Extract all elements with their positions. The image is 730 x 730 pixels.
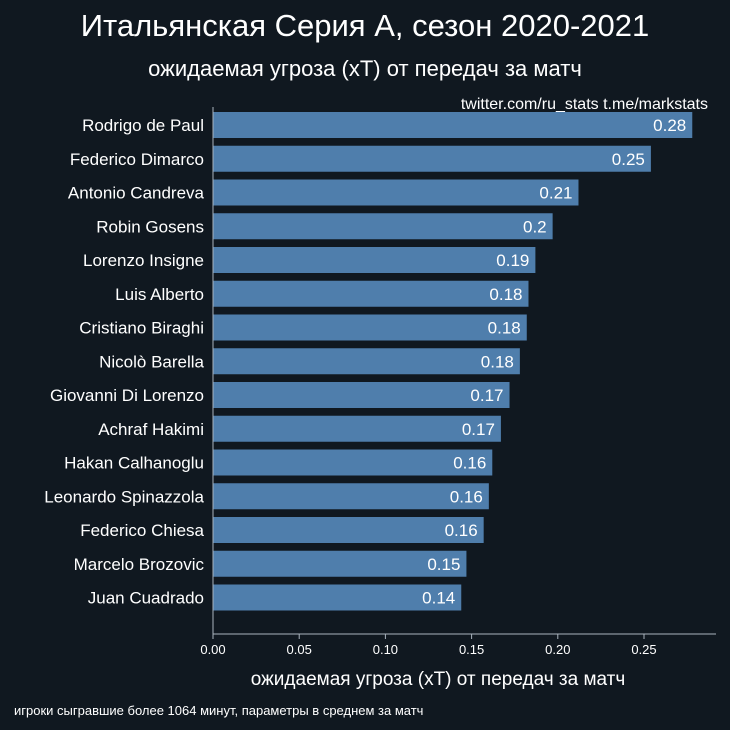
- bar: [213, 584, 462, 611]
- bar: [213, 213, 553, 240]
- chart-subtitle: ожидаемая угроза (xT) от передач за матч: [148, 56, 582, 81]
- bar: [213, 112, 693, 138]
- bar: [213, 280, 529, 307]
- value-label: 0.21: [539, 184, 572, 203]
- value-label: 0.16: [453, 454, 486, 473]
- x-tick-label: 0.05: [287, 642, 312, 657]
- value-label: 0.16: [445, 521, 478, 540]
- category-label: Leonardo Spinazzola: [44, 487, 204, 506]
- bar: [213, 179, 579, 206]
- bar: [213, 449, 493, 476]
- x-axis: 0.00 0.05 0.10 0.15 0.20 0.25: [200, 107, 716, 657]
- bar: [213, 517, 484, 543]
- value-label: 0.18: [489, 285, 522, 304]
- chart-title: Итальянская Серия А, сезон 2020-2021: [81, 8, 650, 43]
- category-label: Nicolò Barella: [99, 352, 204, 371]
- category-label: Federico Chiesa: [80, 521, 204, 540]
- value-label: 0.17: [470, 386, 503, 405]
- value-label: 0.18: [481, 352, 514, 371]
- category-label: Giovanni Di Lorenzo: [50, 386, 204, 405]
- value-label: 0.18: [488, 319, 521, 338]
- value-label: 0.19: [496, 251, 529, 270]
- bar: [213, 550, 467, 577]
- x-tick-label: 0.25: [631, 642, 656, 657]
- value-label: 0.14: [422, 589, 455, 608]
- footnote: игроки сыгравшие более 1064 минут, парам…: [14, 703, 423, 718]
- value-label: 0.15: [427, 555, 460, 574]
- category-label: Luis Alberto: [115, 285, 204, 304]
- watermark: twitter.com/ru_stats t.me/markstats: [461, 96, 708, 113]
- bars-group: Rodrigo de Paul 0.28 Federico Dimarco 0.25 A…: [44, 112, 693, 611]
- category-label: Juan Cuadrado: [88, 589, 204, 608]
- bar: [213, 314, 527, 341]
- category-label: Rodrigo de Paul: [82, 116, 204, 135]
- category-label: Lorenzo Insigne: [83, 251, 204, 270]
- category-label: Achraf Hakimi: [98, 420, 204, 439]
- bar: [213, 348, 520, 375]
- x-axis-label: ожидаемая угроза (xT) от передач за матч: [251, 669, 626, 690]
- bar: [213, 483, 489, 510]
- value-label: 0.2: [523, 217, 547, 236]
- bar: [213, 145, 651, 172]
- value-label: 0.25: [612, 150, 645, 169]
- value-label: 0.17: [462, 420, 495, 439]
- x-tick-label: 0.10: [373, 642, 398, 657]
- category-label: Marcelo Brozovic: [74, 555, 205, 574]
- value-label: 0.28: [653, 116, 686, 135]
- bar: [213, 247, 536, 273]
- category-label: Antonio Candreva: [68, 184, 205, 203]
- x-tick-label: 0.20: [545, 642, 570, 657]
- category-label: Hakan Calhanoglu: [64, 454, 204, 473]
- category-label: Robin Gosens: [96, 217, 204, 236]
- category-label: Cristiano Biraghi: [79, 319, 204, 338]
- x-tick-label: 0.15: [459, 642, 484, 657]
- value-label: 0.16: [450, 487, 483, 506]
- bar: [213, 382, 510, 408]
- bar: [213, 415, 501, 442]
- x-tick-label: 0.00: [200, 642, 225, 657]
- category-label: Federico Dimarco: [70, 150, 204, 169]
